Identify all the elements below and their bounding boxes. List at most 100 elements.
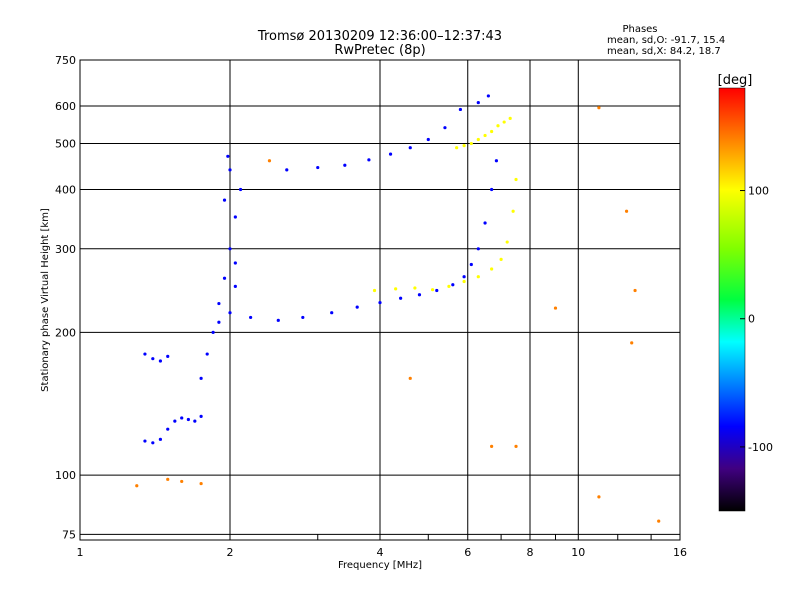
- x-tick-label: 4: [377, 546, 384, 559]
- data-point: [624, 209, 629, 213]
- data-point: [143, 352, 147, 356]
- data-point: [355, 305, 359, 309]
- data-point: [228, 247, 232, 251]
- data-point: [166, 427, 170, 431]
- data-point: [238, 187, 243, 192]
- data-point: [511, 209, 515, 213]
- x-axis-label: Frequency [MHz]: [338, 560, 422, 571]
- data-point: [514, 177, 518, 182]
- data-point: [508, 116, 512, 120]
- data-point: [486, 94, 490, 98]
- data-point: [413, 286, 417, 290]
- data-point: [151, 357, 155, 361]
- data-point: [158, 437, 163, 441]
- data-point: [597, 495, 601, 499]
- data-point: [222, 276, 227, 280]
- data-point: [267, 159, 272, 163]
- data-point: [476, 100, 480, 105]
- data-point: [228, 311, 232, 315]
- data-point: [186, 417, 190, 422]
- data-point: [435, 288, 439, 293]
- data-point: [502, 120, 506, 124]
- data-point: [483, 221, 487, 225]
- data-point: [316, 165, 320, 170]
- data-point: [633, 288, 637, 293]
- data-point: [462, 279, 466, 284]
- data-point: [367, 158, 371, 162]
- data-point: [222, 198, 227, 202]
- data-point: [233, 215, 237, 219]
- y-tick-label: 500: [55, 138, 76, 151]
- data-points: [135, 94, 661, 523]
- data-point: [180, 479, 184, 484]
- data-point: [276, 318, 280, 322]
- y-tick-label: 600: [55, 100, 76, 113]
- data-point: [490, 267, 494, 271]
- data-point: [496, 124, 500, 128]
- data-point: [249, 315, 253, 320]
- x-tick-label: 1: [77, 546, 84, 559]
- data-point: [426, 137, 430, 142]
- data-point: [451, 283, 455, 287]
- grid-lines: [79, 59, 681, 540]
- y-tick-label: 300: [55, 243, 76, 256]
- data-point: [630, 341, 634, 345]
- data-point: [469, 262, 473, 267]
- data-point: [135, 484, 139, 488]
- data-point: [458, 107, 463, 112]
- data-point: [228, 168, 232, 172]
- data-point: [285, 168, 289, 172]
- y-tick-label: 750: [55, 54, 76, 67]
- y-axis-label: Stationary phase Virtual Height [km]: [40, 208, 51, 392]
- x-tick-label: 16: [673, 546, 687, 559]
- data-point: [455, 146, 459, 150]
- x-tick-label: 8: [527, 546, 534, 559]
- data-point: [180, 416, 184, 420]
- data-point: [469, 141, 473, 146]
- data-point: [447, 284, 451, 288]
- data-point: [408, 146, 412, 150]
- data-point: [205, 352, 209, 356]
- data-point: [166, 354, 170, 358]
- data-point: [211, 330, 215, 334]
- data-point: [462, 144, 466, 148]
- data-point: [505, 240, 509, 244]
- y-tick-label: 400: [55, 184, 76, 197]
- colorbar-tick-label: 0: [748, 313, 755, 326]
- data-point: [494, 159, 499, 163]
- y-tick-labels: 75 100 200 300 400 500 600 750: [55, 54, 76, 541]
- x-tick-label: 2: [227, 546, 234, 559]
- colorbar-tick-label: 100: [748, 185, 769, 198]
- colorbar-tick-label: -100: [748, 441, 773, 454]
- data-point: [490, 129, 494, 134]
- data-point: [301, 315, 305, 320]
- data-point: [394, 287, 398, 291]
- x-tick-labels: 1 2 4 6 8 10 16: [77, 546, 688, 559]
- data-point: [233, 284, 237, 288]
- data-point: [199, 481, 203, 486]
- data-point: [233, 261, 237, 265]
- data-point: [143, 439, 147, 443]
- data-point: [553, 306, 558, 310]
- data-point: [217, 320, 221, 324]
- data-point: [657, 519, 661, 523]
- chart-title: Tromsø 20130209 12:36:00–12:37:43: [257, 29, 502, 44]
- data-point: [490, 187, 494, 192]
- data-point: [388, 152, 393, 156]
- data-point: [490, 444, 494, 448]
- data-point: [166, 477, 170, 481]
- data-point: [597, 106, 601, 110]
- legend-title: Phases: [622, 24, 657, 35]
- data-point: [193, 419, 197, 423]
- data-point: [476, 275, 480, 279]
- data-point: [330, 311, 334, 315]
- data-point: [217, 301, 221, 306]
- chart-subtitle: RwPretec (8p): [334, 43, 425, 58]
- data-point: [476, 137, 480, 142]
- data-point: [483, 133, 487, 138]
- plot-frame: [79, 59, 681, 541]
- colorbar-label: [deg]: [718, 73, 753, 88]
- y-tick-label: 200: [55, 326, 76, 339]
- data-point: [372, 288, 377, 293]
